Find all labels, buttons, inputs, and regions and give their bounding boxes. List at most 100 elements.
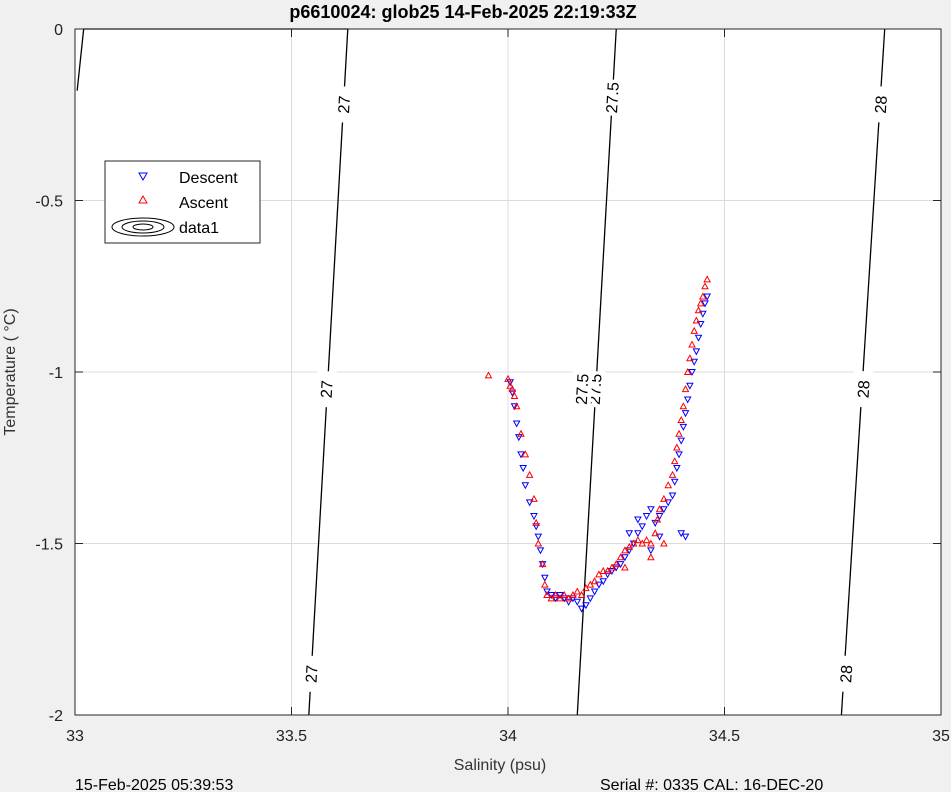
descent-point: [521, 482, 530, 490]
contour-label: 27: [319, 380, 337, 399]
ascent-point: [621, 563, 629, 571]
descent-point: [603, 571, 612, 579]
footer-serial: Serial #: 0335 CAL: 16-DEC-20: [600, 777, 823, 792]
contour-label: 27: [303, 664, 321, 683]
legend-ascent-marker: [138, 194, 148, 204]
y-tick-label: -1.5: [35, 537, 63, 554]
contour-label: 28: [873, 95, 891, 114]
ascent-point: [538, 560, 547, 568]
contour-label: 27.5: [604, 82, 623, 114]
ascent-point: [681, 385, 690, 393]
legend-data1-label: data1: [179, 220, 219, 237]
descent-point: [625, 530, 634, 538]
descent-point: [625, 547, 634, 555]
descent-point: [621, 554, 629, 562]
ascent-point: [534, 539, 543, 547]
descent-point: [647, 506, 655, 514]
ascent-point: [664, 481, 673, 489]
contour-label: 27.5: [574, 373, 593, 405]
descent-point: [543, 588, 551, 596]
descent-point: [532, 523, 540, 531]
descent-point: [530, 513, 538, 521]
ascent-point: [504, 374, 512, 382]
axis-ticks: 33 33.5 34 34.5 35 0 -0.5 -1 -1.5 -2: [35, 22, 950, 745]
ascent-point: [530, 494, 538, 502]
x-tick-label: 33: [66, 728, 84, 745]
descent-point: [608, 567, 616, 575]
ascent-point: [517, 429, 525, 437]
ascent-point: [625, 542, 634, 550]
descent-point: [647, 547, 655, 555]
ascent-point: [525, 470, 534, 478]
descent-point: [655, 513, 664, 521]
descent-point: [536, 547, 545, 555]
descent-point: [683, 396, 692, 404]
ascent-point: [484, 371, 493, 379]
legend-ascent-label: Ascent: [179, 195, 228, 212]
descent-point: [547, 591, 556, 599]
contour-label-bg: [332, 85, 355, 123]
contour-label-bg: [299, 655, 322, 693]
descent-point: [519, 465, 527, 473]
x-tick-label: 34: [499, 728, 517, 745]
ascent-point: [590, 577, 599, 585]
descent-point: [590, 588, 599, 596]
x-tick-label: 35: [932, 728, 950, 745]
descent-point: [512, 420, 521, 428]
descent-point: [525, 499, 534, 507]
descent-point: [540, 574, 549, 582]
contour-label: 27: [336, 95, 354, 114]
ascent-point: [510, 391, 519, 400]
ascent-point: [655, 505, 664, 513]
chart-title: p6610024: glob25 14-Feb-2025 22:19:33Z: [289, 2, 636, 22]
ascent-point: [569, 590, 577, 598]
ascent-point: [512, 402, 521, 410]
contour-label: 28: [838, 664, 856, 683]
descent-point: [612, 564, 621, 572]
ascent-point: [532, 518, 540, 526]
data-points: [484, 275, 712, 613]
descent-point: [556, 591, 564, 599]
ascent-point: [647, 539, 655, 547]
ascent-point: [679, 402, 688, 410]
descent-point: [681, 410, 690, 418]
ascent-point: [508, 385, 517, 393]
descent-point: [677, 437, 686, 445]
ascent-point: [683, 367, 692, 375]
ascent-point: [616, 553, 625, 561]
contour-label-bg: [851, 370, 875, 408]
legend-descent-label: Descent: [179, 170, 238, 187]
ascent-point: [556, 594, 564, 602]
legend-box: [104, 160, 261, 244]
ascent-point: [703, 275, 712, 283]
descent-point: [582, 602, 590, 610]
descent-point: [564, 598, 573, 606]
ascent-point: [586, 580, 595, 588]
descent-point: [595, 581, 603, 589]
ascent-point: [699, 292, 707, 300]
ascent-point: [573, 587, 582, 595]
descent-point: [681, 533, 690, 541]
ascent-point: [647, 553, 655, 561]
x-tick-label: 34.5: [709, 728, 740, 745]
ascent-point: [651, 529, 660, 537]
y-tick-label: -0.5: [35, 194, 63, 211]
descent-point: [634, 530, 642, 538]
descent-point: [699, 310, 707, 318]
ascent-point: [629, 539, 638, 547]
descent-point: [692, 348, 701, 356]
descent-point: [686, 382, 694, 390]
legend: Descent Ascent data1: [104, 160, 261, 244]
footer-timestamp: 15-Feb-2025 05:39:53: [75, 777, 233, 792]
ascent-point: [660, 539, 668, 547]
ascent-point: [612, 560, 621, 568]
ascent-point: [668, 470, 677, 478]
ascent-point: [688, 340, 696, 348]
descent-point: [551, 595, 560, 603]
descent-point: [688, 369, 696, 377]
descent-point: [638, 523, 647, 531]
ascent-point: [670, 457, 679, 465]
descent-point: [508, 389, 517, 397]
ascent-point: [599, 566, 608, 574]
descent-point: [701, 300, 709, 308]
